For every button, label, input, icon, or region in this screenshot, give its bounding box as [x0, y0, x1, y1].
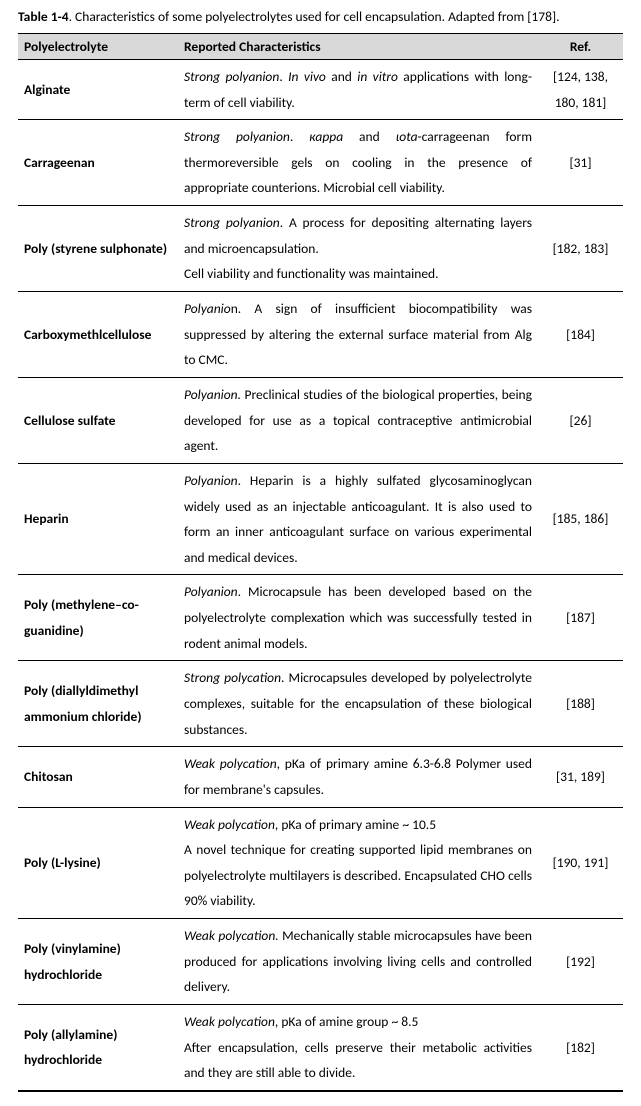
table-row: Poly (methylene–co-guanidine)Polyanion. …	[18, 575, 623, 661]
polyelectrolyte-name: Carboxymethlcellulose	[18, 292, 178, 378]
polyelectrolyte-name: Poly (vinylamine) hydrochloride	[18, 919, 178, 1005]
reported-characteristics: Strong polyanion. In vivo and in vitro a…	[178, 59, 538, 119]
table-row: AlginateStrong polyanion. In vivo and in…	[18, 59, 623, 119]
reported-characteristics: Weak polycation. Mechanically stable mic…	[178, 919, 538, 1005]
table-label: Table 1-4	[18, 8, 69, 25]
table-row: CarboxymethlcellulosePolyanion. A sign o…	[18, 292, 623, 378]
reference-cell: [187]	[538, 575, 623, 661]
table-row: Poly (styrene sulphonate)Strong polyanio…	[18, 206, 623, 292]
reference-cell: [26]	[538, 377, 623, 463]
reference-cell: [190, 191]	[538, 807, 623, 919]
table-row: Poly (allylamine) hydrochlorideWeak poly…	[18, 1005, 623, 1091]
reported-characteristics: Polyanion. Microcapsule has been develop…	[178, 575, 538, 661]
reference-cell: [124, 138, 180, 181]	[538, 59, 623, 119]
reported-characteristics: Polyanion. A sign of insufficient biocom…	[178, 292, 538, 378]
table-caption: Table 1-4. Characteristics of some polye…	[18, 8, 623, 27]
polyelectrolyte-name: Carrageenan	[18, 120, 178, 206]
reported-characteristics: Weak polycation, pKa of primary amine ~ …	[178, 807, 538, 919]
reference-cell: [31]	[538, 120, 623, 206]
table-caption-text: . Characteristics of some polyelectrolyt…	[69, 8, 560, 25]
reported-characteristics: Polyanion. Preclinical studies of the bi…	[178, 377, 538, 463]
reported-characteristics: Strong polycation. Microcapsules develop…	[178, 661, 538, 747]
table-row: Poly (L-lysine)Weak polycation, pKa of p…	[18, 807, 623, 919]
reference-cell: [184]	[538, 292, 623, 378]
reported-characteristics: Weak polycation, pKa of primary amine 6.…	[178, 747, 538, 807]
table-row: ChitosanWeak polycation, pKa of primary …	[18, 747, 623, 807]
polyelectrolyte-name: Poly (diallyldimethyl ammonium chloride)	[18, 661, 178, 747]
reported-characteristics: Strong polyanion. A process for depositi…	[178, 206, 538, 292]
polyelectrolyte-name: Chitosan	[18, 747, 178, 807]
polyelectrolyte-name: Cellulose sulfate	[18, 377, 178, 463]
reported-characteristics: Polyanion. Heparin is a highly sulfated …	[178, 463, 538, 575]
reported-characteristics: Weak polycation, pKa of amine group ~ 8.…	[178, 1005, 538, 1091]
polyelectrolyte-name: Heparin	[18, 463, 178, 575]
col-polyelectrolyte: Polyelectrolyte	[18, 33, 178, 59]
polyelectrolyte-name: Poly (L-lysine)	[18, 807, 178, 919]
polyelectrolyte-name: Poly (methylene–co-guanidine)	[18, 575, 178, 661]
reference-cell: [182]	[538, 1005, 623, 1091]
reference-cell: [188]	[538, 661, 623, 747]
polyelectrolyte-name: Poly (styrene sulphonate)	[18, 206, 178, 292]
table-header-row: Polyelectrolyte Reported Characteristics…	[18, 33, 623, 59]
reference-cell: [31, 189]	[538, 747, 623, 807]
polyelectrolyte-name: Alginate	[18, 59, 178, 119]
table-body: AlginateStrong polyanion. In vivo and in…	[18, 59, 623, 1091]
reference-cell: [185, 186]	[538, 463, 623, 575]
table-row: Poly (diallyldimethyl ammonium chloride)…	[18, 661, 623, 747]
reference-cell: [182, 183]	[538, 206, 623, 292]
polyelectrolyte-table: Polyelectrolyte Reported Characteristics…	[18, 33, 623, 1092]
table-row: Cellulose sulfatePolyanion. Preclinical …	[18, 377, 623, 463]
page: Table 1-4. Characteristics of some polye…	[0, 0, 641, 1106]
polyelectrolyte-name: Poly (allylamine) hydrochloride	[18, 1005, 178, 1091]
table-row: Poly (vinylamine) hydrochlorideWeak poly…	[18, 919, 623, 1005]
col-reported-characteristics: Reported Characteristics	[178, 33, 538, 59]
table-row: HeparinPolyanion. Heparin is a highly su…	[18, 463, 623, 575]
col-ref: Ref.	[538, 33, 623, 59]
reference-cell: [192]	[538, 919, 623, 1005]
table-row: CarrageenanStrong polyanion. кappa and ι…	[18, 120, 623, 206]
reported-characteristics: Strong polyanion. кappa and ιota-carrage…	[178, 120, 538, 206]
